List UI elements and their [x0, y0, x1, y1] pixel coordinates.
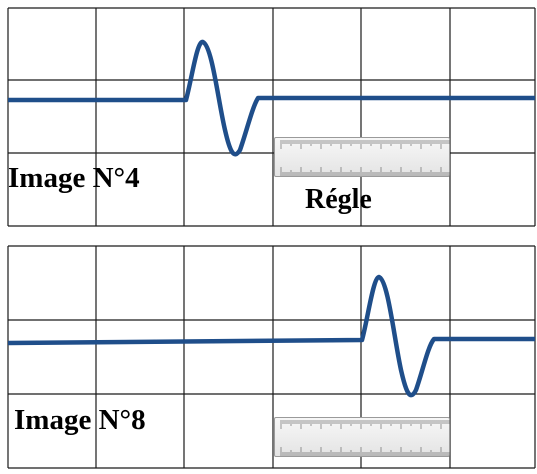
ruler-caption: Régle	[305, 184, 372, 215]
signal-trace	[7, 274, 535, 398]
panel-label: Image N°8	[14, 404, 146, 436]
panel-label: Image N°4	[8, 162, 140, 194]
oscilloscope-screen	[7, 7, 536, 227]
signal-trace	[8, 39, 535, 157]
grid	[7, 7, 536, 227]
oscilloscope-screen	[7, 245, 536, 469]
oscilloscope-panel-8: Image N°8	[0, 242, 537, 474]
ruler-icon	[274, 137, 450, 177]
oscilloscope-panel-4: Image N°4 Régle	[0, 0, 537, 228]
ruler-icon	[274, 417, 450, 457]
